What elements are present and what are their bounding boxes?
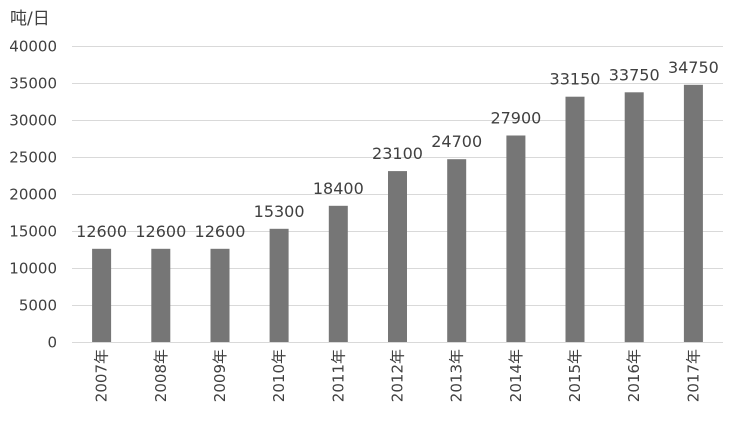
x-tick-label: 2016年 <box>625 349 643 402</box>
y-tick-label: 25000 <box>9 149 57 167</box>
y-axis-ticks: 0 5000 10000 15000 20000 25000 30000 35000 40000 <box>9 38 57 352</box>
bar <box>683 84 703 343</box>
data-label: 12600 <box>76 222 127 241</box>
y-tick-label: 10000 <box>9 260 57 278</box>
data-label: 18400 <box>313 179 364 198</box>
data-label: 23100 <box>372 144 423 163</box>
y-axis-unit-label: 吨/日 <box>10 9 50 29</box>
y-tick-label: 0 <box>47 334 57 352</box>
bar <box>269 228 289 342</box>
x-tick-label: 2011年 <box>329 349 347 402</box>
bars <box>92 84 703 343</box>
x-tick-label: 2015年 <box>566 349 584 402</box>
data-label: 34750 <box>668 58 719 77</box>
bar <box>624 92 644 343</box>
x-tick-label: 2007年 <box>93 349 111 402</box>
x-tick-label: 2012年 <box>389 349 407 402</box>
bar <box>388 171 407 342</box>
data-labels: 12600 12600 12600 15300 18400 23100 24700 27900… <box>76 58 719 241</box>
x-tick-label: 2008年 <box>152 349 170 402</box>
y-tick-label: 40000 <box>9 38 57 56</box>
x-tick-label: 2013年 <box>448 349 466 402</box>
x-tick-label: 2014年 <box>507 349 525 402</box>
bar <box>328 205 348 342</box>
bar <box>92 248 112 342</box>
data-label: 24700 <box>431 132 482 151</box>
data-label: 12600 <box>195 222 246 241</box>
data-label: 33750 <box>609 65 660 84</box>
data-label: 12600 <box>135 222 186 241</box>
y-tick-label: 5000 <box>19 297 57 315</box>
y-tick-label: 15000 <box>9 223 57 241</box>
data-label: 15300 <box>254 202 305 221</box>
y-tick-label: 20000 <box>9 186 57 204</box>
data-label: 33150 <box>550 70 601 89</box>
bar <box>506 135 526 342</box>
x-tick-label: 2017年 <box>684 349 702 402</box>
bar <box>447 159 467 342</box>
data-label: 27900 <box>490 109 541 128</box>
x-tick-label: 2010年 <box>270 349 288 402</box>
x-tick-label: 2009年 <box>211 349 229 402</box>
x-axis-ticks: 2007年 2008年 2009年 2010年 2011年 2012年 2013年 2014年… <box>93 349 703 402</box>
bar <box>151 248 171 342</box>
y-tick-label: 30000 <box>9 112 57 130</box>
y-tick-label: 35000 <box>9 75 57 93</box>
bar <box>210 248 230 342</box>
bar <box>565 96 585 342</box>
